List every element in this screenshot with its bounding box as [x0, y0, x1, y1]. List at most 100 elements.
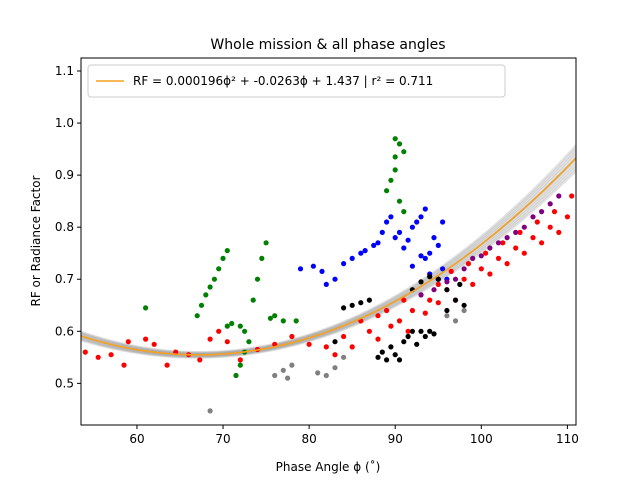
data-point	[478, 266, 484, 272]
data-point	[401, 339, 407, 345]
data-point	[418, 214, 424, 220]
data-point	[341, 354, 347, 360]
data-point	[289, 333, 295, 340]
data-point	[375, 336, 381, 342]
data-point	[461, 302, 467, 308]
x-axis-title: Phase Angle ϕ (˚)	[276, 459, 381, 474]
data-point	[457, 281, 463, 287]
data-point	[224, 339, 230, 345]
plot-frame	[80, 57, 577, 426]
data-point	[280, 318, 286, 324]
data-point	[401, 209, 407, 215]
y-tick-label: 1.0	[55, 116, 74, 130]
data-point	[143, 336, 149, 342]
data-point	[530, 235, 536, 241]
data-point	[341, 305, 347, 311]
data-point	[263, 240, 269, 246]
data-point	[82, 349, 88, 355]
data-point	[483, 250, 489, 256]
data-point	[388, 344, 394, 350]
data-point	[379, 229, 385, 235]
data-point	[396, 198, 403, 204]
fit-band-line	[81, 169, 576, 359]
data-point	[384, 219, 390, 225]
data-point	[207, 408, 213, 414]
y-tick-label: 0.5	[55, 376, 74, 390]
data-point	[405, 328, 411, 334]
legend: RF = 0.000196ϕ² + -0.0263ϕ + 1.437 | r² …	[87, 64, 506, 98]
data-point	[431, 331, 437, 337]
data-point	[465, 261, 471, 267]
data-point	[246, 339, 252, 345]
y-axis-title: RF or Radiance Factor	[29, 175, 43, 306]
y-tick-label: 0.8	[55, 220, 74, 234]
data-point	[211, 276, 217, 282]
data-point	[306, 341, 312, 347]
data-point	[297, 266, 304, 272]
data-point	[401, 149, 407, 155]
data-point	[452, 297, 459, 303]
data-point	[422, 255, 428, 261]
y-tick-label: 0.9	[55, 168, 74, 182]
data-point	[556, 229, 562, 235]
data-point	[396, 357, 403, 363]
data-point	[401, 297, 407, 303]
data-point	[440, 219, 446, 225]
data-point	[435, 242, 441, 248]
data-point	[216, 328, 222, 334]
data-point	[530, 214, 536, 220]
data-point	[388, 177, 394, 183]
data-point	[431, 287, 437, 293]
data-point	[254, 276, 261, 282]
data-point	[237, 323, 243, 329]
data-point	[224, 323, 230, 329]
chart-title: Whole mission & all phase angles	[210, 37, 445, 53]
data-point	[310, 263, 316, 269]
data-point	[194, 313, 200, 319]
data-point	[349, 344, 355, 350]
data-point	[242, 328, 248, 334]
data-point	[405, 237, 411, 243]
data-point	[392, 136, 398, 142]
x-tick-label: 100	[470, 432, 493, 446]
data-point	[431, 235, 437, 241]
data-point	[513, 245, 519, 251]
data-point	[409, 307, 415, 314]
data-point	[379, 349, 385, 355]
data-point	[349, 302, 355, 308]
data-point	[569, 193, 575, 199]
data-point	[470, 255, 476, 261]
data-point	[427, 328, 433, 334]
data-point	[216, 266, 222, 272]
data-points	[82, 136, 575, 414]
x-tick-label: 70	[215, 432, 230, 446]
data-point	[435, 276, 441, 282]
data-point	[280, 367, 286, 373]
fit-band-line	[81, 144, 576, 354]
data-point	[237, 357, 243, 363]
data-point	[504, 235, 510, 241]
data-point	[414, 341, 420, 347]
data-point	[371, 242, 377, 248]
data-point	[539, 209, 545, 215]
fit-band-line	[81, 151, 576, 355]
data-point	[233, 372, 239, 379]
data-point	[272, 372, 278, 379]
fit-band-line	[81, 147, 576, 355]
data-point	[388, 214, 394, 220]
data-point	[444, 287, 450, 293]
y-tick-label: 1.1	[55, 64, 74, 78]
fit-band-line	[81, 166, 576, 359]
data-point	[164, 362, 170, 368]
data-point	[448, 268, 454, 274]
data-point	[461, 307, 467, 314]
data-point	[405, 333, 411, 340]
data-point	[332, 352, 338, 358]
data-point	[259, 255, 265, 261]
data-point	[358, 300, 364, 306]
data-point	[396, 318, 403, 324]
fit-curve-group	[81, 157, 576, 356]
data-point	[121, 362, 127, 368]
data-point	[556, 193, 562, 199]
data-point	[409, 224, 415, 230]
